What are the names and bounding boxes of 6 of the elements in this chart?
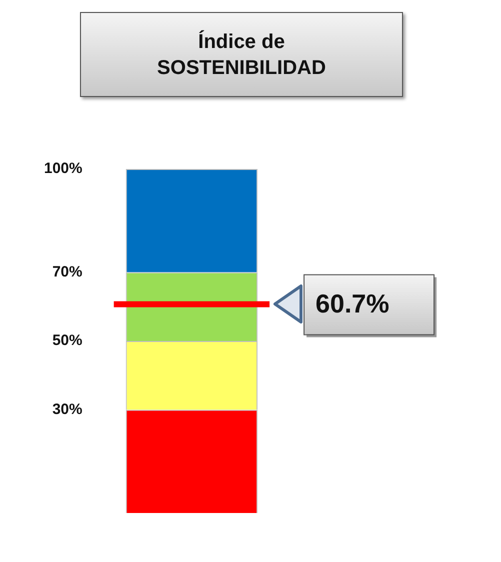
y-tick-label: 70% (52, 263, 82, 280)
ref-line-label: 60.7% (316, 288, 390, 318)
y-tick-label: 50% (52, 332, 82, 350)
chart-title: Índice de SOSTENIBILIDAD (156, 29, 327, 80)
y-tick-label: 100% (44, 160, 82, 178)
y-tick-label: 30% (52, 400, 82, 418)
